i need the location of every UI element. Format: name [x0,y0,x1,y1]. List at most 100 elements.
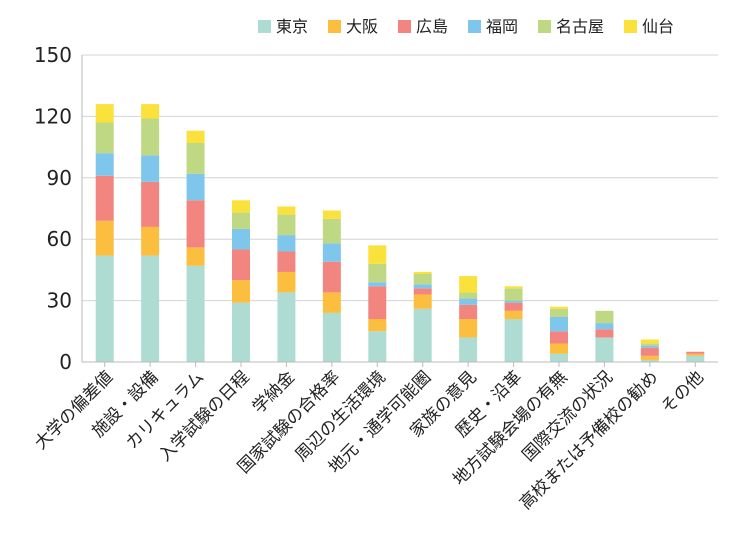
bar-segment [640,347,659,356]
bar-segment [504,288,523,301]
bar-segment [322,210,341,219]
bar-segment [413,271,432,274]
bar-segment [322,261,341,293]
bar-segment [368,263,387,283]
bar-segment [413,284,432,289]
grid [82,54,718,302]
bar-segment [368,282,387,287]
bar-segment [232,200,250,213]
bar-segment [550,343,568,354]
bar-segment [368,286,387,320]
bar-segment [686,351,705,354]
bar-segment [459,276,478,293]
legend-label: 東京 [276,17,308,36]
bar-segment [595,329,614,338]
bar-segment [686,353,705,356]
y-tick-label: 150 [34,43,72,67]
bar-segment [186,247,205,266]
bar-segment [232,228,250,250]
bar-segment [686,355,705,362]
bar-segment [277,271,296,293]
bar-segment [504,319,523,362]
legend-label: 広島 [416,17,448,36]
bar-segment [550,353,568,362]
legend-label: 名古屋 [556,17,604,36]
bar-segment [277,214,296,236]
bar-segment [186,200,205,248]
bar-segment [322,292,341,313]
bar-segment [459,337,478,362]
bar-segment [413,308,432,362]
bar-segment [640,345,659,348]
bar-segment [504,300,523,303]
bar-segment [322,312,341,362]
bar-segment [186,130,205,144]
bar-segment [141,104,160,119]
bar-segment [550,308,568,317]
legend-swatch [398,20,411,33]
bar-segment [232,280,250,303]
bar-segment [550,306,568,309]
bar-segment [232,302,250,362]
bar-segment [413,294,432,309]
y-tick-label: 120 [34,104,72,128]
bar-segment [413,288,432,295]
bars [95,104,705,362]
legend-swatch [468,20,481,33]
legend-label: 福岡 [486,17,518,36]
bar-segment [368,331,387,362]
bar-segment [504,286,523,289]
bar-segment [413,273,432,285]
y-tick-label: 30 [47,289,72,313]
bar-segment [459,319,478,338]
bar-segment [95,153,114,176]
bar-segment [459,292,478,299]
bar-segment [322,218,341,244]
y-tick-label: 90 [47,166,72,190]
bar-segment [640,359,659,362]
bar-segment [595,337,614,362]
bar-segment [550,331,568,344]
bar-segment [368,319,387,332]
legend-swatch [538,20,551,33]
bar-segment [141,181,160,227]
bar-segment [277,292,296,362]
bar-segment [141,255,160,362]
legend-swatch [258,20,271,33]
x-tick-label: その他 [658,367,708,417]
bar-segment [186,143,205,174]
legend-swatch [624,20,637,33]
bar-segment [95,104,114,123]
bar-segment [368,245,387,264]
bar-segment [95,175,114,221]
bar-segment [95,122,114,154]
bar-segment [504,310,523,320]
bar-segment [459,298,478,305]
bar-segment [186,265,205,362]
bar-segment [277,206,296,215]
bar-segment [595,323,614,330]
bar-segment [95,220,114,256]
legend: 東京 大阪 広島 福岡 名古屋 仙台 [258,17,674,36]
bar-segment [95,255,114,362]
bar-segment [141,155,160,182]
bar-segment [550,316,568,332]
bar-segment [459,304,478,320]
bar-segment [232,212,250,229]
bar-segment [322,243,341,262]
bar-segment [186,173,205,201]
legend-label: 大阪 [346,17,378,36]
y-tick-label: 60 [47,227,72,251]
bar-segment [504,302,523,311]
bar-segment [640,355,659,360]
bar-segment [232,249,250,281]
legend-swatch [328,20,341,33]
bar-segment [277,235,296,252]
bar-segment [141,226,160,256]
bar-segment [640,339,659,344]
legend-label: 仙台 [642,17,674,36]
bar-segment [640,343,659,346]
bar-segment [141,118,160,156]
bar-segment [277,251,296,272]
